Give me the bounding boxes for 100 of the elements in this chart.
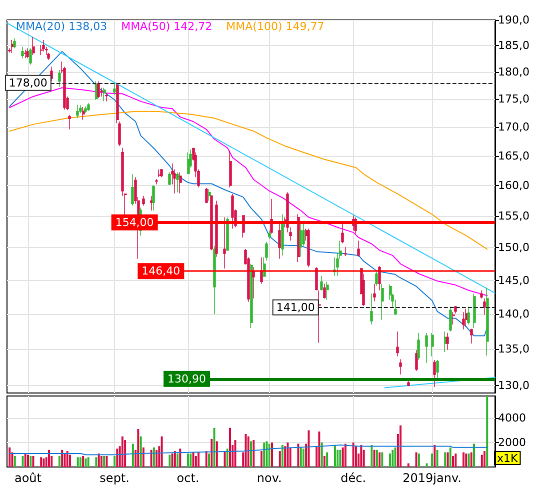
bar [480,454,483,467]
candlestick [436,360,439,381]
candlestick [446,332,449,350]
candlestick [205,188,208,204]
bar [42,458,45,467]
bar [473,444,476,467]
y-tick-label: 2000 [498,436,526,450]
bar [378,452,381,467]
bar [87,457,90,467]
candlestick [320,275,323,291]
bar [468,454,470,467]
bar [100,456,102,467]
candlestick [260,257,263,284]
ref-line-label: 154,00 [115,216,154,229]
bar [8,447,11,467]
candlestick [250,264,253,328]
candlestick [142,195,145,206]
candlestick [226,217,229,252]
x-tick-label: oct. [176,471,200,485]
candlestick [449,306,452,332]
bar [381,452,384,467]
y-tick-label: 155,0 [498,210,530,223]
candlestick [307,228,310,268]
bar [40,457,42,467]
bar [415,452,418,467]
bar [454,454,457,467]
bar [297,444,300,467]
candlestick [215,200,218,258]
bar [302,448,304,467]
bar [194,456,197,467]
bar [252,440,255,467]
bar [171,454,174,467]
candlestick [32,36,35,56]
bar [250,441,252,467]
candlestick [87,102,90,112]
bar [247,436,250,467]
candlestick [299,222,302,258]
bar [168,454,171,467]
candlestick [480,290,483,299]
bar [224,451,226,467]
candlestick [160,169,163,178]
ref-line-label: 178,00 [8,76,48,90]
bar [64,454,66,467]
bar [216,441,218,467]
bar [61,450,64,467]
bar [308,430,310,467]
candlestick [452,312,455,325]
bar [124,440,126,467]
candlestick [229,150,232,188]
bar [213,428,216,467]
candlestick [470,328,473,344]
bar [370,444,373,467]
candlestick [375,271,378,286]
y-tick-label: 160,0 [498,179,530,192]
bar [192,452,194,467]
candlestick [370,293,373,325]
candlestick [425,332,428,364]
candlestick [13,38,16,49]
candlestick [116,82,119,124]
candlestick [21,46,24,59]
candlestick [24,50,27,59]
candlestick [431,332,434,357]
x-tick-label: nov. [256,471,282,485]
bar [176,454,179,467]
candlestick [208,188,211,202]
bar [336,450,339,467]
bar [132,444,134,467]
bar [465,454,468,467]
candlestick [326,281,329,300]
candlestick [84,106,87,114]
candlestick [26,48,29,59]
candlestick [357,240,360,258]
y-tick-label: 145,0 [498,274,530,287]
candlestick [252,266,255,299]
bar [210,438,213,467]
bar [394,447,396,467]
candlestick [187,152,190,175]
ref-line-label: 141,00 [276,300,315,314]
bar [187,454,190,467]
bar [68,454,71,467]
candlestick [268,230,271,240]
candlestick [396,331,399,357]
candlestick [223,217,226,269]
bar [434,444,436,467]
candlestick [58,70,61,87]
bar [452,456,454,467]
line-series [9,87,488,296]
bar [198,452,200,467]
candlestick [378,266,381,291]
bar [234,440,236,467]
bar [26,454,29,467]
bar [392,450,394,467]
candlestick [176,172,179,193]
bar [79,457,82,467]
bar [48,450,50,467]
candlestick [281,214,284,256]
bar [284,446,286,467]
candlestick [486,287,489,356]
bar [400,425,402,467]
bar [281,444,284,467]
